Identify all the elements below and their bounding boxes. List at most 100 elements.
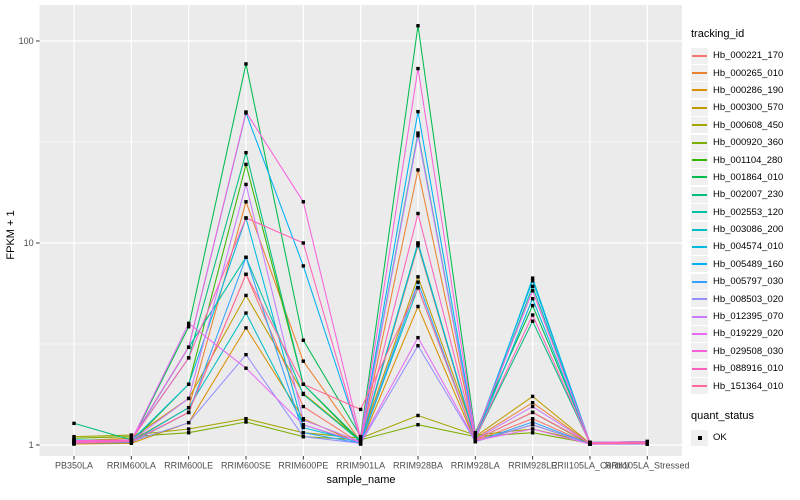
data-point [244,293,248,298]
legend-item-Hb_005797_030: Hb_005797_030 [691,273,799,290]
data-point [473,433,478,437]
data-point [186,410,191,415]
legend-item-label: Hb_000300_570 [713,102,784,114]
data-point [530,303,535,308]
data-point [301,423,306,427]
x-tick-label: RRII105LA_Control [551,461,629,471]
data-point [416,304,420,309]
data-point [530,400,535,405]
legend-item-Hb_000265_010: Hb_000265_010 [691,64,799,82]
legend-section-quant-status: quant_status OK [691,410,799,446]
data-point [416,286,420,290]
data-point [244,255,248,259]
data-point [530,420,535,424]
data-point [244,182,248,187]
legend-item-label: Hb_002007_230 [713,189,784,201]
data-point [186,396,191,401]
data-point [244,311,248,315]
legend-key-swatch [691,117,708,134]
data-point [358,407,363,412]
data-point [244,326,248,330]
legend-item-Hb_008503_020: Hb_008503_020 [691,290,799,308]
x-tick-label: RRIM600PE [278,461,328,471]
legend-key-line-icon [692,106,707,109]
x-tick-label: RRIM928BA [393,461,443,471]
legend-item-Hb_005489_160: Hb_005489_160 [691,256,799,273]
x-tick-label: PB350LA [55,461,93,471]
legend-key-swatch [691,134,708,151]
data-point [186,356,191,360]
data-point [301,200,306,204]
data-point [244,110,248,114]
data-point [244,150,248,155]
data-point [358,439,363,443]
legend-key-line-icon [692,245,707,248]
data-point [530,289,535,293]
data-point [301,404,306,409]
legend-item-label: Hb_012395_070 [713,311,784,323]
data-point [186,420,191,425]
legend-items-tracking-id: Hb_000221_170 Hb_000265_010 Hb_000286_190 H… [691,47,799,395]
legend-item-Hb_029508_030: Hb_029508_030 [691,343,799,360]
data-point [416,24,420,28]
legend-item-label: Hb_000265_010 [713,67,784,79]
legend-item-Hb_012395_070: Hb_012395_070 [691,308,799,325]
data-point [244,162,248,167]
legend-key-swatch [691,308,708,325]
legend-key-line-icon [692,332,707,335]
data-point [416,413,420,418]
legend-key-swatch [691,429,708,446]
data-point [186,427,191,431]
data-point [416,423,420,427]
legend-title-quant-status: quant_status [691,409,754,422]
legend-item-label: Hb_088916_010 [713,363,784,375]
data-point [416,335,420,340]
legend-key-line-icon [692,193,707,196]
data-point [473,438,478,442]
data-point [416,280,420,284]
y-tick-label: 1 [29,440,34,450]
x-tick-label: RRIM600LA [107,461,156,471]
data-point [530,319,535,323]
axis-layer: 1 10 100 PB350LA RRIM600LA RRIM600LE RRIM600SE… [19,36,690,471]
legend-key-line-icon [692,385,707,388]
y-tick-label: 100 [19,36,34,46]
legend-item-label: Hb_005489_160 [713,258,784,270]
x-tick-label: RRIM600LE [164,461,213,471]
legend-item-label: Hb_029508_030 [713,345,784,357]
legend-item-label: Hb_002553_120 [713,206,784,218]
data-point [244,420,248,424]
x-tick-label: RRIM600SE [221,461,271,471]
legend-item-label: Hb_004574_010 [713,241,784,253]
legend-key-line-icon [692,89,707,92]
data-point [301,382,306,386]
legend-item-Hb_088916_010: Hb_088916_010 [691,360,799,377]
legend-item-label: Hb_001864_010 [713,171,784,183]
legend-key-line-icon [692,315,707,318]
legend-key-line-icon [692,211,707,214]
data-point [530,404,535,409]
data-point [186,325,191,329]
legend-item-Hb_000920_360: Hb_000920_360 [691,134,799,151]
legend-key-swatch [691,152,708,169]
legend-key-line-icon [692,350,707,353]
legend-key-swatch [691,82,708,99]
data-point [72,439,76,444]
legend-key-line-icon [692,176,707,179]
legend-item-label: Hb_151364_010 [713,380,784,392]
data-point [301,425,306,430]
data-point [645,441,649,445]
legend-item-label: Hb_003086_200 [713,224,784,236]
legend-key-swatch [691,65,708,82]
x-tick-label: RRIM901LA [336,461,385,471]
legend-item-Hb_002007_230: Hb_002007_230 [691,186,799,203]
data-point [186,405,191,410]
legend-item-Hb_000608_450: Hb_000608_450 [691,117,799,134]
data-point [473,431,478,435]
x-axis-title: sample_name [326,474,395,486]
data-point [416,344,420,348]
x-tick-label: RRIM928LE [508,461,557,471]
x-tick-label: RRII105LA_Stressed [605,461,690,471]
data-point [530,427,535,431]
